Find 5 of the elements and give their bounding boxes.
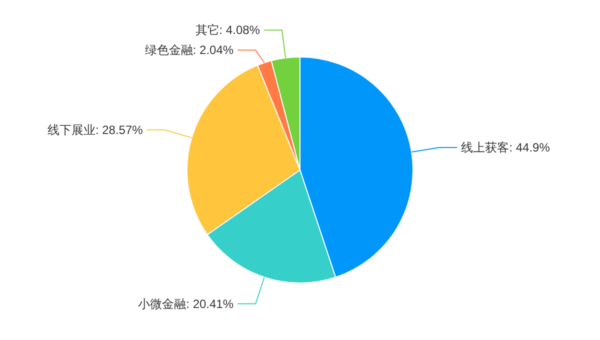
slice-label: 线下展业: 28.57%: [47, 122, 144, 137]
slice-label: 绿色金融: 2.04%: [144, 43, 234, 58]
slice-label: 其它: 4.08%: [195, 23, 260, 38]
slice-label: 小微金融: 20.41%: [138, 296, 234, 311]
slice-label: 线上获客: 44.9%: [461, 140, 550, 155]
